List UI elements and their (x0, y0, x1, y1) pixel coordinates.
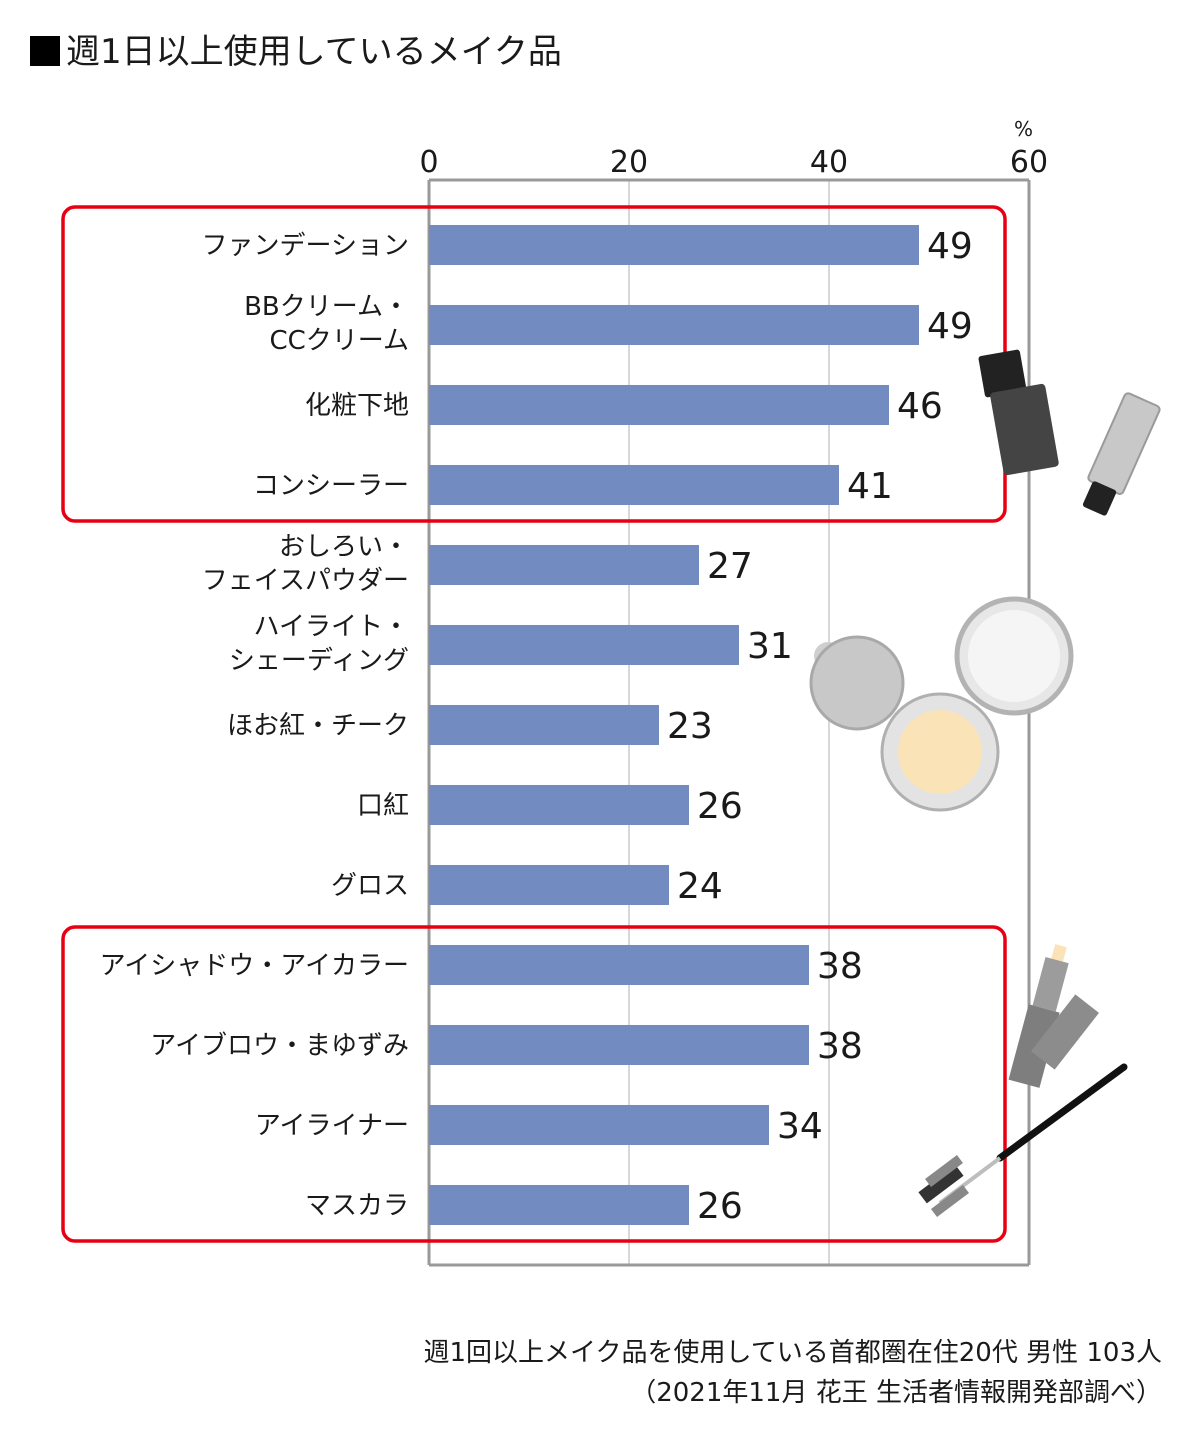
value-label: 23 (667, 706, 713, 747)
bar (429, 225, 919, 265)
liquid-foundation-bottle-icon (978, 349, 1059, 476)
category-label: シェーディング (229, 646, 409, 676)
value-label: 38 (817, 1026, 863, 1067)
category-label: マスカラ (305, 1191, 409, 1221)
bar (429, 385, 889, 425)
bars (429, 225, 919, 1225)
value-label: 26 (697, 786, 743, 827)
unit-label: % (1014, 117, 1034, 141)
category-label: CCクリーム (269, 326, 409, 356)
category-label: 化粧下地 (305, 391, 409, 421)
bar (429, 1185, 689, 1225)
category-label: ハイライト・ (254, 612, 409, 642)
x-tick-label: 20 (610, 145, 648, 180)
eyeshadow-stick-icon (1031, 994, 1099, 1070)
chart-title: 週1日以上使用しているメイク品 (30, 30, 562, 74)
square-bullet-icon (30, 36, 60, 66)
category-label: アイライナー (255, 1111, 409, 1141)
eyebrow-pencil-icon (1008, 944, 1069, 1088)
highlight-box (61, 925, 1007, 1243)
category-labels: ファンデーション BBクリーム・ CCクリーム化粧下地コンシーラーおしろい・フェイス… (100, 231, 409, 1221)
value-label: 49 (927, 226, 973, 267)
bar (429, 465, 839, 505)
bar (429, 945, 809, 985)
concealer-tube-icon (1082, 392, 1161, 516)
bar (429, 785, 689, 825)
x-tick-label: 40 (810, 145, 848, 180)
category-label: ファンデーション (202, 231, 409, 261)
category-label: ほお紅・チーク (227, 711, 409, 741)
value-label: 26 (697, 1186, 743, 1227)
value-label: 46 (897, 386, 943, 427)
bar (429, 1025, 809, 1065)
bar (429, 1105, 769, 1145)
footnote-survey: 週1回以上メイク品を使用している首都圏在住20代 男性 103人 (423, 1338, 1162, 1368)
category-label: アイブロウ・まゆずみ (150, 1031, 409, 1061)
value-label: 31 (747, 626, 793, 667)
bar (429, 705, 659, 745)
value-label: 27 (707, 546, 753, 587)
category-label: おしろい・ (279, 532, 409, 562)
value-label: 38 (817, 946, 863, 987)
category-label: グロス (331, 871, 409, 901)
value-label: 24 (677, 866, 723, 907)
category-label: フェイスパウダー (202, 566, 409, 596)
bar (429, 625, 739, 665)
value-label: 34 (777, 1106, 823, 1147)
chart-title-text: 週1日以上使用しているメイク品 (66, 32, 562, 72)
value-label: 41 (847, 466, 893, 507)
category-label: コンシーラー (253, 471, 409, 501)
category-label: BBクリーム・ (244, 292, 409, 322)
category-label: 口紅 (357, 791, 409, 821)
bar (429, 545, 699, 585)
footnote-source: （2021年11月 花王 生活者情報開発部調べ） (630, 1378, 1162, 1408)
x-tick-label: 60 (1010, 145, 1048, 180)
category-label: アイシャドウ・アイカラー (100, 951, 409, 981)
bar (429, 865, 669, 905)
compact-powder-icon (809, 596, 1074, 812)
bar (429, 305, 919, 345)
x-tick-label: 0 (419, 145, 438, 180)
value-label: 49 (927, 306, 973, 347)
mascara-brush-icon (918, 1063, 1128, 1218)
x-tick-labels: 0 20 40 60 (419, 145, 1048, 180)
